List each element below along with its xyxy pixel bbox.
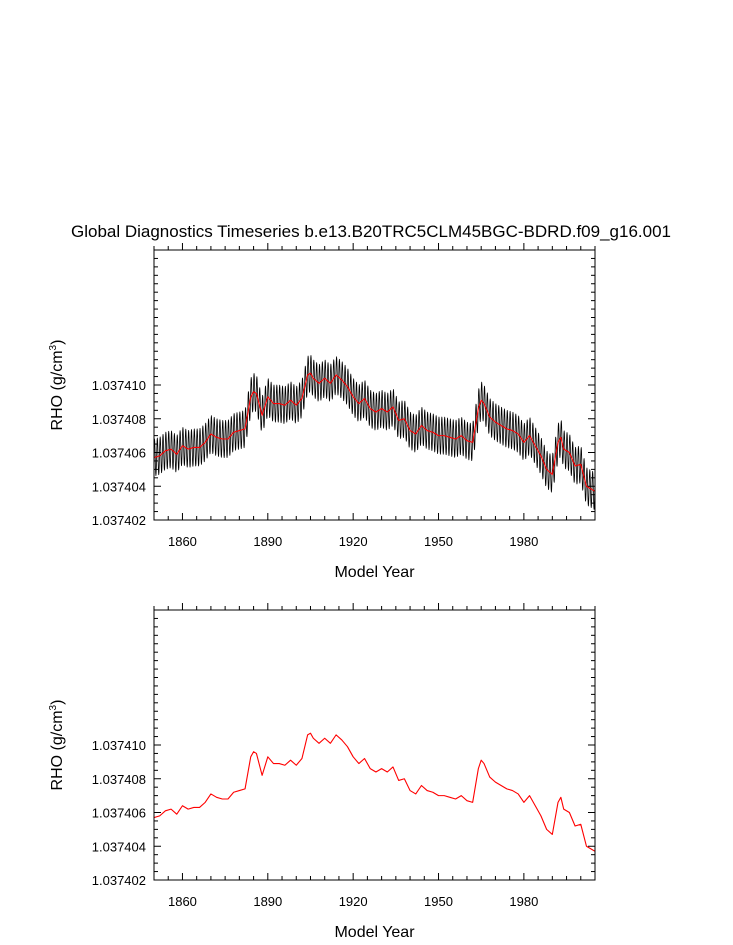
bottom-chart-y-label-tail: ): [49, 700, 66, 705]
annual-mean-series-line: [154, 732, 595, 852]
bottom-chart-tick-labels: 1860 1890 1920 1950 1980 1.037402 1.037404 1.03…: [92, 738, 539, 909]
top-chart-frame: [153, 249, 596, 521]
bottom-chart-x-axis-label: Model Year: [334, 924, 415, 941]
x-tick-label: 1860: [168, 534, 197, 549]
y-tick-label: 1.037408: [92, 412, 146, 427]
bottom-chart-lines: [154, 732, 595, 852]
top-chart-tick-labels: 1860 1890 1920 1950 1980 1.037402 1.037404 1.03…: [92, 378, 539, 549]
top-chart-ticks: [153, 243, 596, 521]
x-tick-label: 1950: [424, 894, 453, 909]
y-tick-label: 1.037402: [92, 513, 146, 528]
bottom-chart-y-axis-label: RHO (g/cm3): [48, 700, 66, 791]
bottom-chart-ticks: [153, 603, 596, 881]
top-chart-y-axis-label: RHO (g/cm3): [48, 340, 66, 431]
x-tick-label: 1920: [339, 534, 368, 549]
y-tick-label: 1.037410: [92, 738, 146, 753]
annual-mean-series-line: [154, 372, 595, 492]
top-chart-x-axis-label: Model Year: [334, 564, 415, 581]
bottom-chart-y-label-superscript: 3: [48, 704, 59, 710]
y-tick-label: 1.037404: [92, 839, 146, 854]
y-tick-label: 1.037404: [92, 479, 146, 494]
x-tick-label: 1890: [253, 894, 282, 909]
top-chart: 1860 1890 1920 1950 1980 1.037402 1.037404 1.03…: [48, 243, 596, 581]
x-tick-label: 1950: [424, 534, 453, 549]
top-chart-lines: [154, 355, 595, 510]
top-chart-y-label-main: RHO (g/cm: [49, 350, 66, 430]
y-tick-label: 1.037406: [92, 446, 146, 461]
monthly-series-line: [154, 355, 595, 510]
x-tick-label: 1920: [339, 894, 368, 909]
bottom-chart: 1860 1890 1920 1950 1980 1.037402 1.037404 1.03…: [48, 603, 596, 941]
bottom-chart-y-label-main: RHO (g/cm: [49, 710, 66, 790]
x-tick-label: 1980: [509, 534, 538, 549]
y-tick-label: 1.037406: [92, 806, 146, 821]
x-tick-label: 1860: [168, 894, 197, 909]
x-tick-label: 1890: [253, 534, 282, 549]
y-tick-label: 1.037410: [92, 378, 146, 393]
top-chart-y-label-tail: ): [49, 340, 66, 345]
figure-title: Global Diagnostics Timeseries b.e13.B20T…: [71, 222, 671, 241]
top-chart-y-label-superscript: 3: [48, 344, 59, 350]
bottom-chart-frame: [153, 609, 596, 881]
y-tick-label: 1.037402: [92, 873, 146, 888]
x-tick-label: 1980: [509, 894, 538, 909]
y-tick-label: 1.037408: [92, 772, 146, 787]
